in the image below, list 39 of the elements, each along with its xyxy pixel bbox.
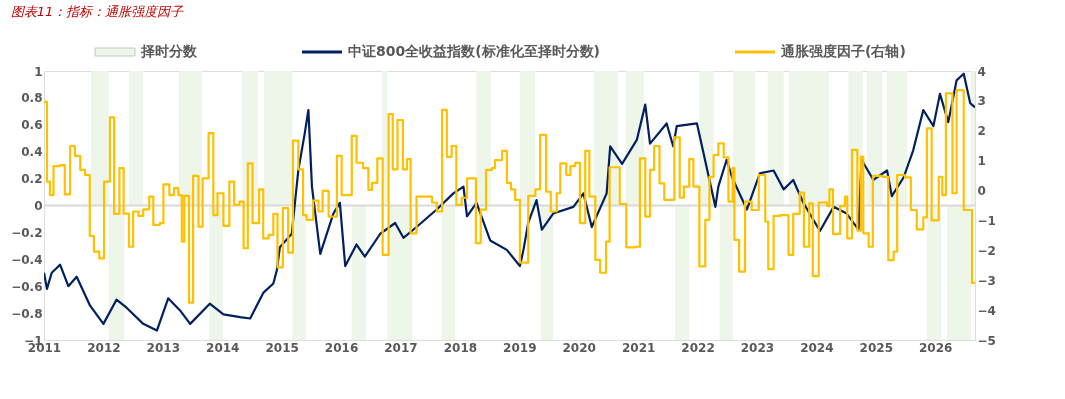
x-tick-label: 2013: [146, 340, 181, 355]
x-tick-label: 2024: [800, 340, 834, 355]
y-tick-label: −0.2: [11, 225, 43, 240]
x-tick-label: 2015: [265, 340, 299, 355]
y-tick-label: 0.6: [21, 118, 43, 133]
legend-label: 通胀强度因子(右轴): [780, 43, 906, 59]
y2-tick-label: −4: [977, 303, 996, 318]
x-tick-label: 2022: [681, 340, 715, 355]
y-tick-label: 0.4: [21, 145, 43, 160]
y2-tick-label: 1: [977, 154, 986, 169]
y-tick-label: −0.4: [11, 252, 43, 267]
x-tick-label: 2016: [324, 340, 359, 355]
x-tick-label: 2018: [443, 340, 478, 355]
y2-tick-label: 2: [977, 124, 986, 139]
x-tick-label: 2012: [87, 340, 121, 355]
x-tick-label: 2020: [562, 340, 596, 355]
y-tick-label: 0: [34, 199, 43, 213]
y2-tick-label: 3: [977, 94, 986, 109]
y-tick-label: −0.6: [11, 279, 43, 294]
legend-label: 中证800全收益指数(标准化至择时分数): [348, 43, 601, 59]
chart-title: 图表11：指标：通胀强度因子: [10, 4, 185, 19]
legend-label: 择时分数: [140, 43, 198, 59]
x-tick-label: 2017: [384, 340, 418, 355]
x-tick-label: 2021: [621, 340, 656, 355]
x-tick-label: 2026: [918, 340, 953, 355]
y-tick-label: 1: [34, 64, 43, 79]
y2-tick-label: −3: [977, 273, 996, 288]
x-tick-label: 2023: [740, 340, 775, 355]
y2-tick-label: 0: [977, 184, 986, 199]
y2-tick-label: 4: [977, 64, 986, 79]
y2-tick-label: −1: [977, 213, 996, 228]
y2-tick-label: −5: [977, 333, 996, 348]
x-tick-label: 2025: [859, 340, 893, 355]
x-tick-label: 2019: [503, 340, 537, 355]
y2-tick-label: −2: [977, 243, 996, 258]
y-tick-label: 0.8: [21, 91, 43, 106]
y-tick-label: −0.8: [11, 306, 43, 321]
x-tick-label: 2014: [206, 340, 240, 355]
y-tick-label: 0.2: [21, 172, 43, 187]
